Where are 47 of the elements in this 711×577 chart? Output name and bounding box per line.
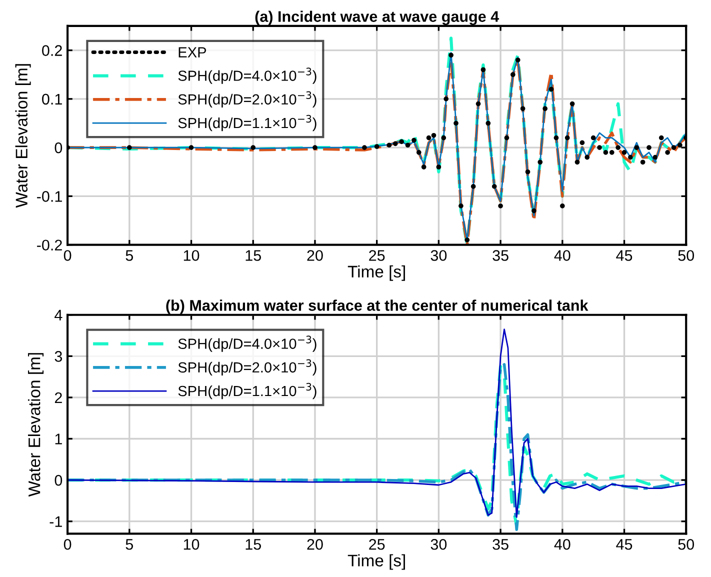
y-tick-label: -0.2 — [37, 240, 62, 251]
y-axis-title: Water Elevation [m] — [15, 64, 31, 208]
legend-label: EXP — [178, 47, 206, 58]
x-tick-label: 40 — [554, 538, 570, 550]
legend-label: SPH(dp/D=4.0×10$^{−3}$) — [178, 336, 316, 352]
y-tick-label: 4 — [54, 310, 62, 320]
chart-title: (b) Maximum water surface at the center of numerical tank — [166, 300, 588, 314]
x-tick-label: 35 — [492, 250, 508, 261]
x-axis-title: Time [s] — [348, 554, 405, 570]
x-tick-label: 25 — [369, 538, 385, 550]
x-tick-label: 15 — [246, 250, 261, 261]
y-tick-label: 0.2 — [42, 45, 62, 56]
x-tick-label: 0 — [64, 538, 72, 550]
x-tick-label: 30 — [430, 538, 447, 550]
legend-label: SPH(dp/D=1.1×10$^{−3}$) — [178, 382, 316, 400]
y-tick-label: 3 — [54, 351, 62, 362]
x-tick-label: 10 — [184, 538, 200, 550]
y-tick-label: -1 — [50, 516, 62, 527]
x-axis-title: Time [s] — [348, 265, 405, 281]
y-tick-label: 0 — [54, 474, 62, 486]
x-tick-label: 40 — [554, 250, 570, 261]
y-tick-label: 0 — [54, 142, 62, 154]
x-tick-label: 45 — [616, 539, 632, 550]
x-tick-label: 10 — [184, 250, 200, 261]
x-tick-label: 45 — [616, 250, 632, 261]
x-tick-label: 50 — [678, 538, 694, 550]
x-tick-label: 20 — [307, 538, 323, 550]
y-tick-label: -0.1 — [37, 191, 62, 202]
legend-label: SPH(dp/D=4.0×10$^{−3}$) — [178, 68, 316, 84]
y-axis-title: Water Elevation [m] — [28, 353, 44, 497]
y-tick-label: 2 — [54, 392, 62, 403]
legend-label: SPH(dp/D=2.0×10$^{−3}$) — [178, 359, 316, 376]
x-tick-label: 35 — [492, 538, 508, 550]
x-tick-label: 15 — [246, 539, 261, 550]
x-tick-label: 5 — [126, 250, 134, 261]
chart-title: (a) Incident wave at wave gauge 4 — [255, 10, 500, 26]
legend-label: SPH(dp/D=2.0×10$^{−3}$) — [178, 91, 316, 108]
y-tick-label: 1 — [55, 434, 62, 444]
x-tick-label: 5 — [126, 539, 134, 550]
legend-label: SPH(dp/D=1.1×10$^{−3}$) — [178, 114, 316, 132]
line-series — [68, 328, 686, 518]
y-tick-label: 0.1 — [42, 94, 62, 105]
x-tick-label: 25 — [369, 250, 385, 261]
x-tick-label: 20 — [307, 250, 323, 261]
x-tick-label: 0 — [64, 250, 72, 261]
x-tick-label: 50 — [678, 250, 694, 261]
x-tick-label: 30 — [430, 250, 447, 261]
